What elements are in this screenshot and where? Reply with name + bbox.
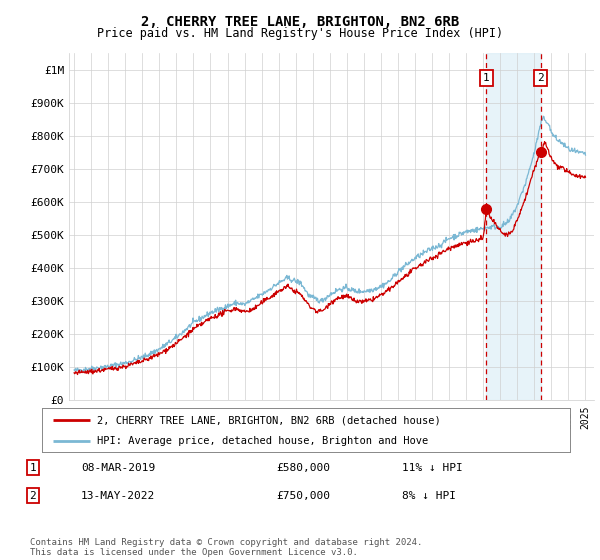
- Text: 1: 1: [29, 463, 37, 473]
- Text: HPI: Average price, detached house, Brighton and Hove: HPI: Average price, detached house, Brig…: [97, 436, 428, 446]
- Text: 8% ↓ HPI: 8% ↓ HPI: [402, 491, 456, 501]
- Text: 2, CHERRY TREE LANE, BRIGHTON, BN2 6RB: 2, CHERRY TREE LANE, BRIGHTON, BN2 6RB: [141, 15, 459, 29]
- Text: 08-MAR-2019: 08-MAR-2019: [81, 463, 155, 473]
- Text: 13-MAY-2022: 13-MAY-2022: [81, 491, 155, 501]
- Text: 11% ↓ HPI: 11% ↓ HPI: [402, 463, 463, 473]
- Text: £580,000: £580,000: [276, 463, 330, 473]
- Text: 2: 2: [29, 491, 37, 501]
- Text: 1: 1: [483, 73, 490, 83]
- Text: £750,000: £750,000: [276, 491, 330, 501]
- Text: 2: 2: [537, 73, 544, 83]
- Text: Price paid vs. HM Land Registry's House Price Index (HPI): Price paid vs. HM Land Registry's House …: [97, 27, 503, 40]
- Bar: [487, 53, 541, 400]
- Text: Contains HM Land Registry data © Crown copyright and database right 2024.
This d: Contains HM Land Registry data © Crown c…: [30, 538, 422, 557]
- Text: 2, CHERRY TREE LANE, BRIGHTON, BN2 6RB (detached house): 2, CHERRY TREE LANE, BRIGHTON, BN2 6RB (…: [97, 415, 441, 425]
